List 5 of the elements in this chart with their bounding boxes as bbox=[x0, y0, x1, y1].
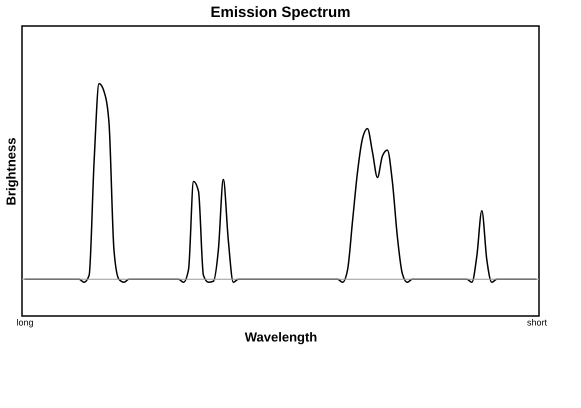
x-tick-label: long bbox=[16, 318, 34, 328]
chart-title: Emission Spectrum bbox=[210, 4, 351, 21]
x-axis-title: Wavelength bbox=[244, 330, 318, 344]
y-axis-title: Brightness bbox=[4, 138, 18, 206]
x-tick-label: short bbox=[527, 318, 548, 328]
